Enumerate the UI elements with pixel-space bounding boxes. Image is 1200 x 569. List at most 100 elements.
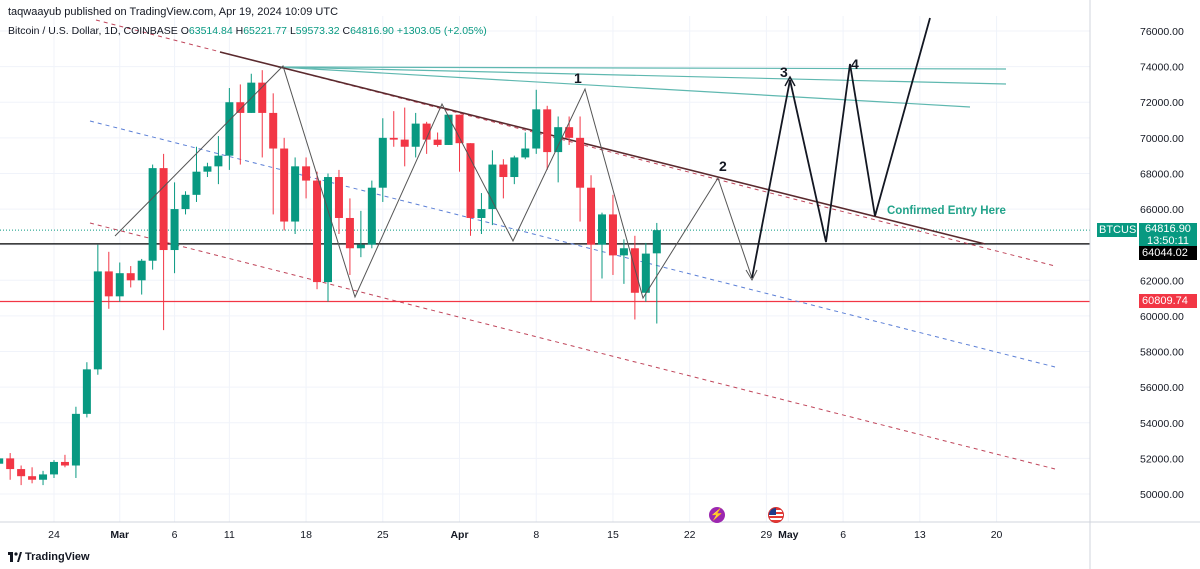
candle-body [148, 168, 157, 261]
y-tick-label: 72000.00 [1140, 97, 1184, 109]
candle-body [104, 271, 113, 297]
historical-wave-line [114, 65, 753, 300]
candle-body [532, 109, 541, 149]
candle-body [291, 166, 300, 222]
y-tick-label: 54000.00 [1140, 418, 1184, 430]
candle-body [400, 139, 409, 147]
candle-body [17, 469, 26, 477]
support-red-tag: 60809.74 [1139, 294, 1197, 308]
channel-top-dashed-line [95, 19, 1056, 267]
teal-line-2 [277, 66, 1007, 85]
x-tick-label: 25 [377, 529, 389, 541]
y-tick-label: 56000.00 [1140, 382, 1184, 394]
x-tick-label: 6 [840, 529, 846, 541]
projected-wave-line [751, 17, 931, 279]
lightning-event-icon[interactable]: ⚡ [709, 507, 725, 523]
candle-body [280, 148, 289, 222]
wave-label-4: 4 [851, 56, 859, 72]
candle-body [598, 214, 606, 245]
candle-body [587, 187, 596, 245]
us-flag-event-icon[interactable] [768, 507, 784, 523]
candle-body [477, 209, 486, 218]
wave-path [114, 17, 931, 300]
tradingview-brand: TradingView [25, 551, 90, 563]
teal-line-1 [277, 66, 1007, 70]
open-label: O [180, 25, 189, 37]
flag-canton [769, 508, 776, 515]
x-tick-label: 13 [914, 529, 926, 541]
x-tick-label: 8 [533, 529, 539, 541]
countdown-value: 13:50:11 [1146, 235, 1189, 247]
wave-label-1: 1 [574, 70, 582, 86]
candle-body [455, 114, 464, 144]
x-tick-label: 22 [684, 529, 696, 541]
last-price-tag: 64816.90 13:50:11 [1139, 223, 1197, 249]
candle-body [302, 166, 311, 181]
candle-body [93, 271, 102, 370]
tradingview-logo[interactable]: TradingView [8, 550, 90, 564]
x-tick-label: 6 [172, 529, 178, 541]
y-tick-label: 76000.00 [1140, 26, 1184, 38]
tradingview-logo-icon [8, 552, 22, 562]
candle-body [6, 458, 15, 470]
candle-body [510, 157, 519, 178]
candle-body [39, 474, 48, 480]
wave-label-2: 2 [719, 158, 727, 174]
candle-body [652, 230, 661, 254]
candle-body [345, 217, 354, 249]
candle-body [499, 164, 508, 178]
candle-body [203, 166, 212, 172]
candles [0, 70, 661, 486]
y-tick-label: 68000.00 [1140, 168, 1184, 180]
candle-body [411, 123, 420, 147]
y-tick-label: 62000.00 [1140, 275, 1184, 287]
candle-body [192, 171, 201, 195]
candle-body [137, 260, 146, 281]
symbol-legend[interactable]: Bitcoin / U.S. Dollar, 1D, COINBASE O635… [8, 25, 487, 37]
candle-body [608, 214, 617, 256]
descending-trendline [219, 51, 986, 245]
x-tick-label: 24 [48, 529, 60, 541]
entry-annotation: Confirmed Entry Here [887, 205, 1006, 217]
candle-body [466, 143, 475, 218]
y-tick-label: 70000.00 [1140, 133, 1184, 145]
candle-body [60, 461, 69, 466]
high-value: 65221.77 [243, 25, 288, 37]
candle-body [422, 123, 431, 140]
x-tick-label: 20 [991, 529, 1003, 541]
high-label: H [235, 25, 244, 37]
candle-body [170, 209, 179, 251]
channel-mid-dashed-line [89, 120, 1056, 368]
candle-body [554, 127, 563, 153]
close-label: C [342, 25, 351, 37]
x-tick-label: 29 [761, 529, 773, 541]
x-tick-label: May [778, 529, 799, 541]
drawings [89, 19, 1056, 470]
close-value: 64816.90 [350, 25, 394, 37]
y-tick-label: 52000.00 [1140, 453, 1184, 465]
candle-body [236, 102, 245, 113]
arrowhead-icon [784, 75, 796, 87]
arrowhead-icon [745, 269, 758, 282]
candle-body [543, 109, 552, 153]
candle-body [378, 137, 387, 188]
candle-body [71, 413, 80, 466]
low-value: 59573.32 [295, 25, 340, 37]
candle-body [225, 102, 234, 156]
candle-body [619, 248, 628, 256]
x-tick-label: 18 [300, 529, 312, 541]
channel-bottom-dashed-line [89, 222, 1056, 470]
candle-body [433, 139, 442, 145]
candle-body [444, 114, 453, 145]
x-tick-label: 11 [224, 529, 235, 541]
candle-body [82, 369, 91, 414]
candle-body [214, 155, 223, 167]
candle-body [641, 253, 650, 293]
y-tick-label: 58000.00 [1140, 347, 1184, 359]
candle-body [521, 148, 530, 158]
candle-body [0, 458, 4, 464]
x-tick-label: Apr [450, 529, 468, 541]
open-value: 63514.84 [188, 25, 233, 37]
